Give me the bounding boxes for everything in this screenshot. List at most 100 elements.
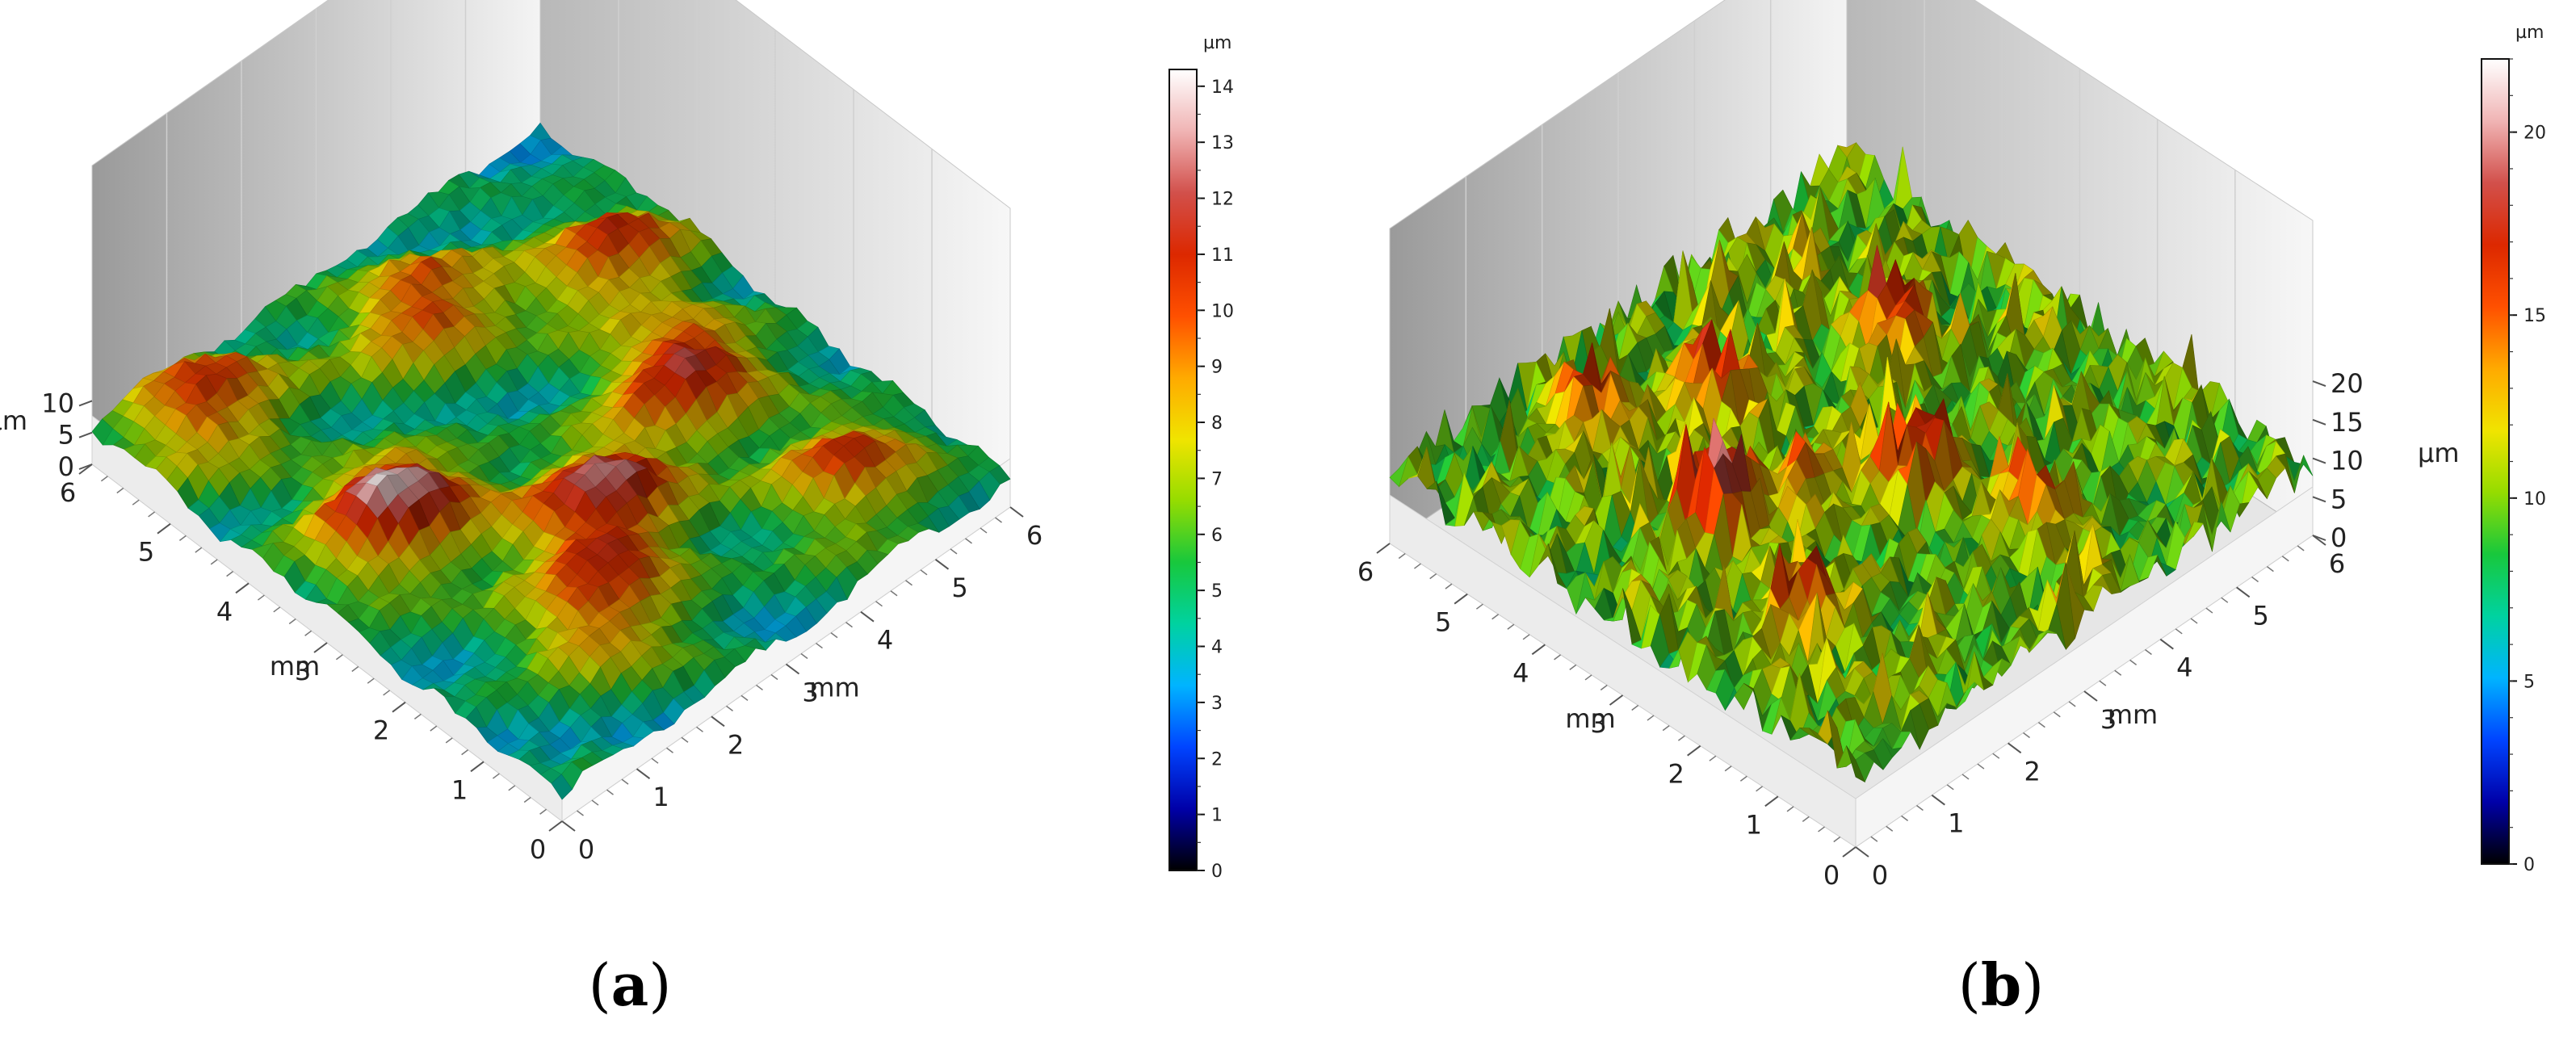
- y-minor-tick: [591, 799, 599, 806]
- y-minor-tick: [1901, 815, 1909, 822]
- x-minor-tick: [1491, 614, 1500, 620]
- y-minor-tick: [1961, 774, 1970, 780]
- y-minor-tick: [2281, 556, 2289, 562]
- x-tick: [1764, 795, 1779, 807]
- x-minor-tick: [1554, 654, 1562, 661]
- x-tick-label: 1: [1746, 809, 1762, 840]
- y-tick: [934, 559, 950, 570]
- x-minor-tick: [539, 808, 548, 815]
- y-tick-label: 5: [2252, 600, 2268, 631]
- y-axis-label: mm: [2108, 699, 2158, 730]
- y-minor-tick: [1916, 804, 1924, 812]
- y-minor-tick: [2099, 680, 2107, 686]
- x-tick-label: 4: [1512, 657, 1529, 688]
- y-tick-label: 2: [2024, 756, 2040, 786]
- y-tick-label: 1: [1948, 808, 1964, 839]
- x-tick: [1687, 745, 1701, 757]
- y-minor-tick: [920, 569, 928, 576]
- colorbar-tick-label: 4: [1211, 638, 1223, 658]
- colorbar-tick-label: 15: [2524, 306, 2546, 326]
- z-tick: [2312, 418, 2326, 426]
- y-tick: [636, 768, 651, 779]
- x-tick-label: 3: [1590, 708, 1606, 739]
- surface-plot-a: 01234560123456mmmm0510µmµm01234567891011…: [0, 0, 1234, 1019]
- y-minor-tick: [740, 694, 749, 702]
- x-minor-tick: [383, 690, 391, 696]
- y-minor-tick: [875, 601, 883, 607]
- y-minor-tick: [577, 810, 584, 816]
- y-minor-tick: [2068, 701, 2076, 707]
- z-tick-label: 10: [2331, 446, 2364, 476]
- x-minor-tick: [1522, 634, 1530, 640]
- y-minor-tick: [1946, 784, 1954, 791]
- colorbar-tick-label: 1: [1211, 806, 1223, 826]
- x-minor-tick: [461, 749, 469, 756]
- x-minor-tick: [335, 654, 343, 661]
- y-minor-tick: [726, 705, 733, 711]
- y-tick: [2083, 690, 2098, 702]
- x-minor-tick: [178, 535, 187, 542]
- x-minor-tick: [1662, 724, 1670, 732]
- z-tick-label: 10: [41, 388, 74, 418]
- y-tick-label: 6: [1026, 520, 1043, 551]
- z-tick: [2312, 380, 2326, 388]
- y-tick-label: 0: [578, 834, 594, 865]
- z-tick-label: 20: [2331, 368, 2364, 399]
- y-tick: [860, 610, 875, 623]
- z-tick-label: 5: [2331, 484, 2347, 514]
- colorbar-tick-label: 10: [2524, 489, 2546, 510]
- x-axis-label: mm: [270, 651, 320, 682]
- y-minor-tick: [2053, 711, 2061, 718]
- x-tick: [392, 701, 406, 713]
- colorbar-scale: [1168, 69, 1198, 871]
- y-minor-tick: [845, 622, 853, 628]
- y-tick-label: 5: [951, 573, 967, 603]
- x-tick: [1454, 593, 1468, 605]
- x-minor-tick: [1475, 603, 1483, 610]
- y-tick: [2008, 742, 2022, 754]
- axes: 01234560123456mmmm0510µm: [0, 388, 1043, 865]
- x-minor-tick: [1756, 786, 1764, 792]
- x-minor-tick: [1429, 573, 1437, 580]
- x-minor-tick: [116, 487, 124, 494]
- panel-caption: (a): [589, 950, 672, 1019]
- y-minor-tick: [651, 757, 659, 764]
- x-tick-label: 6: [60, 477, 76, 508]
- x-minor-tick: [226, 570, 234, 577]
- colorbar-tick-label: 20: [2524, 124, 2546, 144]
- z-tick: [2312, 535, 2326, 541]
- x-tick-label: 5: [138, 537, 154, 568]
- colorbar-tick-label: 12: [1211, 190, 1234, 210]
- surface-facet: [551, 774, 573, 800]
- y-minor-tick: [1992, 753, 2000, 759]
- x-minor-tick: [351, 665, 359, 673]
- colorbar-tick-label: 0: [2524, 855, 2535, 875]
- y-minor-tick: [2205, 607, 2213, 614]
- x-minor-tick: [1414, 563, 1421, 569]
- y-minor-tick: [621, 778, 629, 785]
- y-minor-tick: [2221, 597, 2229, 603]
- colorbar-tick-label: 13: [1211, 133, 1234, 153]
- colorbar-tick-label: 11: [1211, 245, 1234, 266]
- y-tick: [1855, 846, 1869, 858]
- colorbar-tick-label: 5: [1211, 581, 1223, 602]
- x-minor-tick: [288, 618, 296, 625]
- y-minor-tick: [606, 789, 614, 795]
- x-tick: [1531, 644, 1546, 656]
- y-tick: [1931, 794, 1945, 806]
- y-tick: [2159, 638, 2174, 650]
- x-minor-tick: [1818, 826, 1825, 833]
- x-minor-tick: [367, 677, 375, 684]
- x-minor-tick: [1398, 552, 1406, 560]
- z-tick: [78, 463, 93, 470]
- colorbar-tick-label: 7: [1211, 469, 1223, 489]
- x-minor-tick: [132, 499, 140, 505]
- x-minor-tick: [1739, 775, 1747, 782]
- colorbar-scale: [2481, 58, 2510, 865]
- z-tick-label: 5: [58, 420, 74, 451]
- x-minor-tick: [304, 630, 313, 636]
- y-minor-tick: [816, 642, 823, 649]
- y-minor-tick: [2145, 648, 2152, 656]
